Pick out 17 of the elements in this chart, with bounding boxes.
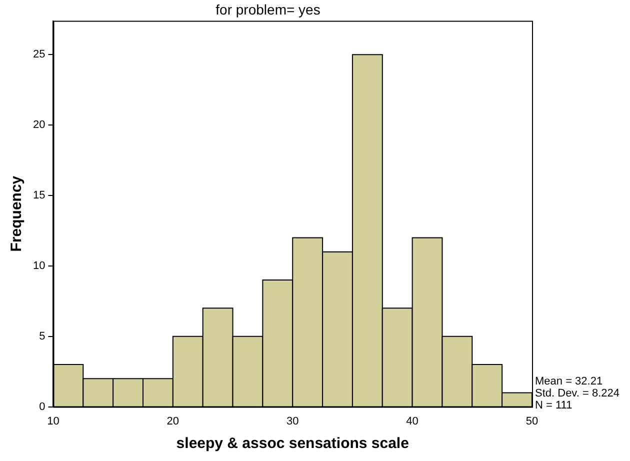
x-tick-label: 20 (166, 415, 180, 428)
text: Mean = 32.21 (535, 375, 603, 388)
x-tick-label: 10 (47, 415, 60, 428)
y-tick-label: 5 (39, 330, 46, 342)
x-axis-title: sleepy & assoc sensations scale (176, 435, 409, 452)
chart-title: for problem= yes (216, 1, 320, 18)
text: Std. Dev. = 8.224 (535, 387, 620, 400)
y-tick-label: 15 (32, 190, 46, 202)
x-tick-label: 40 (406, 415, 418, 428)
y-tick-label: 10 (32, 260, 46, 272)
y-tick-label: 25 (32, 48, 46, 61)
y-tick-label: 0 (39, 400, 46, 413)
x-tick-label: 30 (286, 415, 299, 428)
y-tick-label: 20 (32, 119, 46, 132)
x-tick-label: 50 (526, 415, 538, 428)
y-axis-title: Frequency (8, 175, 26, 252)
text: N = 111 (535, 399, 572, 412)
